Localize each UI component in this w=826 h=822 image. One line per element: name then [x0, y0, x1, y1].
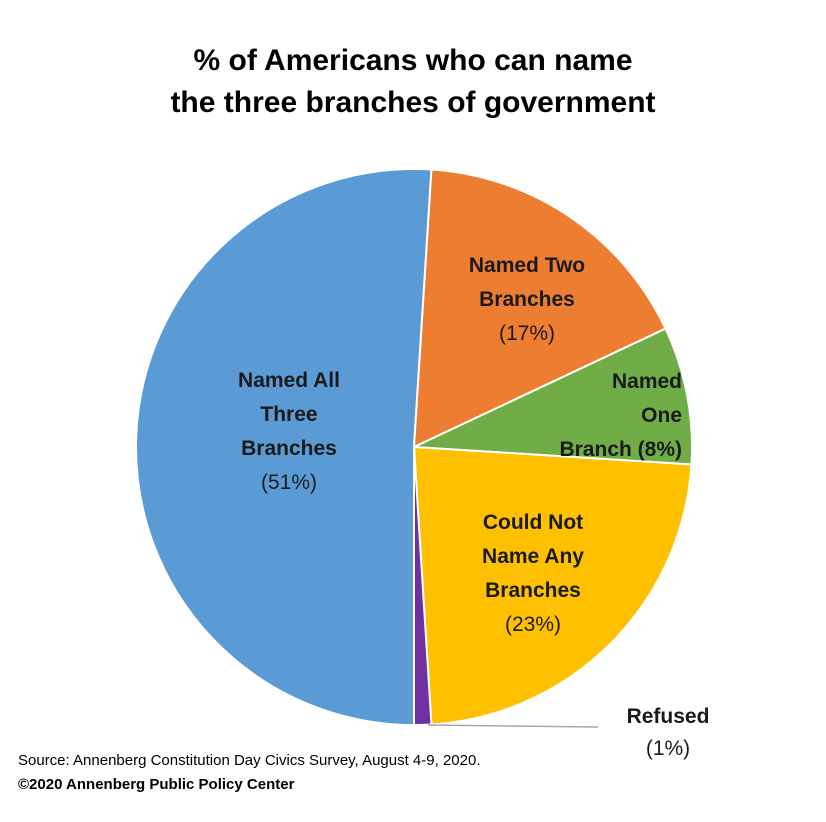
slice-label-named-all-three-branches: Named All Three Branches (51%)	[238, 369, 340, 494]
slice-label-line: Three	[260, 403, 317, 426]
chart-title-line-1: % of Americans who can name	[193, 44, 633, 77]
slice-label-line: Branches	[479, 288, 575, 311]
slice-label-line: Name Any	[482, 545, 584, 568]
slice-label-named-one-branch: Named One Branch (8%)	[559, 370, 682, 461]
slice-label-could-not-name-any-branches: Could Not Name Any Branches (23%)	[482, 511, 584, 636]
chart-title-line-2: the three branches of government	[170, 86, 656, 119]
copyright-note: ©2020 Annenberg Public Policy Center	[18, 776, 295, 793]
slice-label-line: Branches	[241, 437, 337, 460]
slice-label-line: Branch (8%)	[559, 438, 682, 461]
slice-label-line: Named	[612, 370, 682, 393]
pie-slice-named-all-three-branches	[134, 168, 433, 727]
slice-label-line: Named Two	[469, 254, 585, 277]
slice-label-line: (23%)	[505, 613, 561, 636]
slice-label-line: One	[641, 404, 682, 427]
pie-slice-named-two-branches	[412, 168, 667, 449]
slice-label-line: (1%)	[646, 737, 690, 760]
slice-label-line: Named All	[238, 369, 340, 392]
slice-label-line: Branches	[485, 579, 581, 602]
slice-label-line: (17%)	[499, 322, 555, 345]
slice-label-refused: Refused (1%)	[627, 705, 710, 760]
slice-label-named-two-branches: Named Two Branches (17%)	[469, 254, 585, 345]
source-note: Source: Annenberg Constitution Day Civic…	[18, 752, 481, 769]
slice-label-line: Refused	[627, 705, 710, 728]
slice-label-line: Could Not	[483, 511, 583, 534]
slice-label-line: (51%)	[261, 471, 317, 494]
pie-slice-could-not-name-any-branches	[412, 445, 693, 726]
chart-title: % of Americans who can name the three br…	[0, 40, 826, 124]
refused-leader-line	[427, 724, 599, 728]
pie-slice-named-one-branch	[413, 327, 693, 466]
